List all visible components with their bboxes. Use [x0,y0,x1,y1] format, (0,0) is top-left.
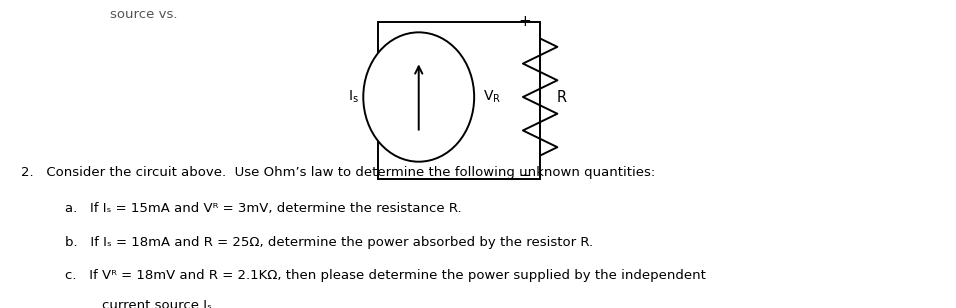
Text: R: R [556,90,567,104]
Text: +: + [518,14,532,29]
Text: b.   If Iₛ = 18mA and R = 25Ω, determine the power absorbed by the resistor R.: b. If Iₛ = 18mA and R = 25Ω, determine t… [65,236,593,249]
Text: I$_\mathsf{s}$: I$_\mathsf{s}$ [348,89,358,105]
Text: c.   If Vᴿ = 18mV and R = 2.1KΩ, then please determine the power supplied by the: c. If Vᴿ = 18mV and R = 2.1KΩ, then plea… [65,270,706,282]
Text: source vs.: source vs. [110,8,178,21]
Text: current source Iₛ.: current source Iₛ. [102,299,216,308]
Text: −: − [518,168,532,183]
Bar [378,22,540,179]
Ellipse shape [363,32,474,162]
Text: V$_\mathsf{R}$: V$_\mathsf{R}$ [483,89,501,105]
Text: 2.   Consider the circuit above.  Use Ohm’s law to determine the following unkno: 2. Consider the circuit above. Use Ohm’s… [21,166,655,179]
Text: a.   If Iₛ = 15mA and Vᴿ = 3mV, determine the resistance R.: a. If Iₛ = 15mA and Vᴿ = 3mV, determine … [65,202,462,215]
